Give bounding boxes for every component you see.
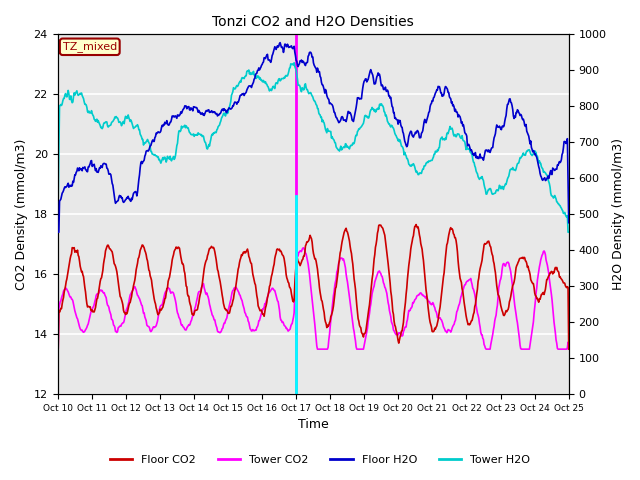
Text: TZ_mixed: TZ_mixed — [63, 41, 117, 52]
Title: Tonzi CO2 and H2O Densities: Tonzi CO2 and H2O Densities — [212, 15, 414, 29]
X-axis label: Time: Time — [298, 419, 328, 432]
Y-axis label: CO2 Density (mmol/m3): CO2 Density (mmol/m3) — [15, 139, 28, 290]
Y-axis label: H2O Density (mmol/m3): H2O Density (mmol/m3) — [612, 138, 625, 290]
Legend: Floor CO2, Tower CO2, Floor H2O, Tower H2O: Floor CO2, Tower CO2, Floor H2O, Tower H… — [105, 451, 535, 469]
